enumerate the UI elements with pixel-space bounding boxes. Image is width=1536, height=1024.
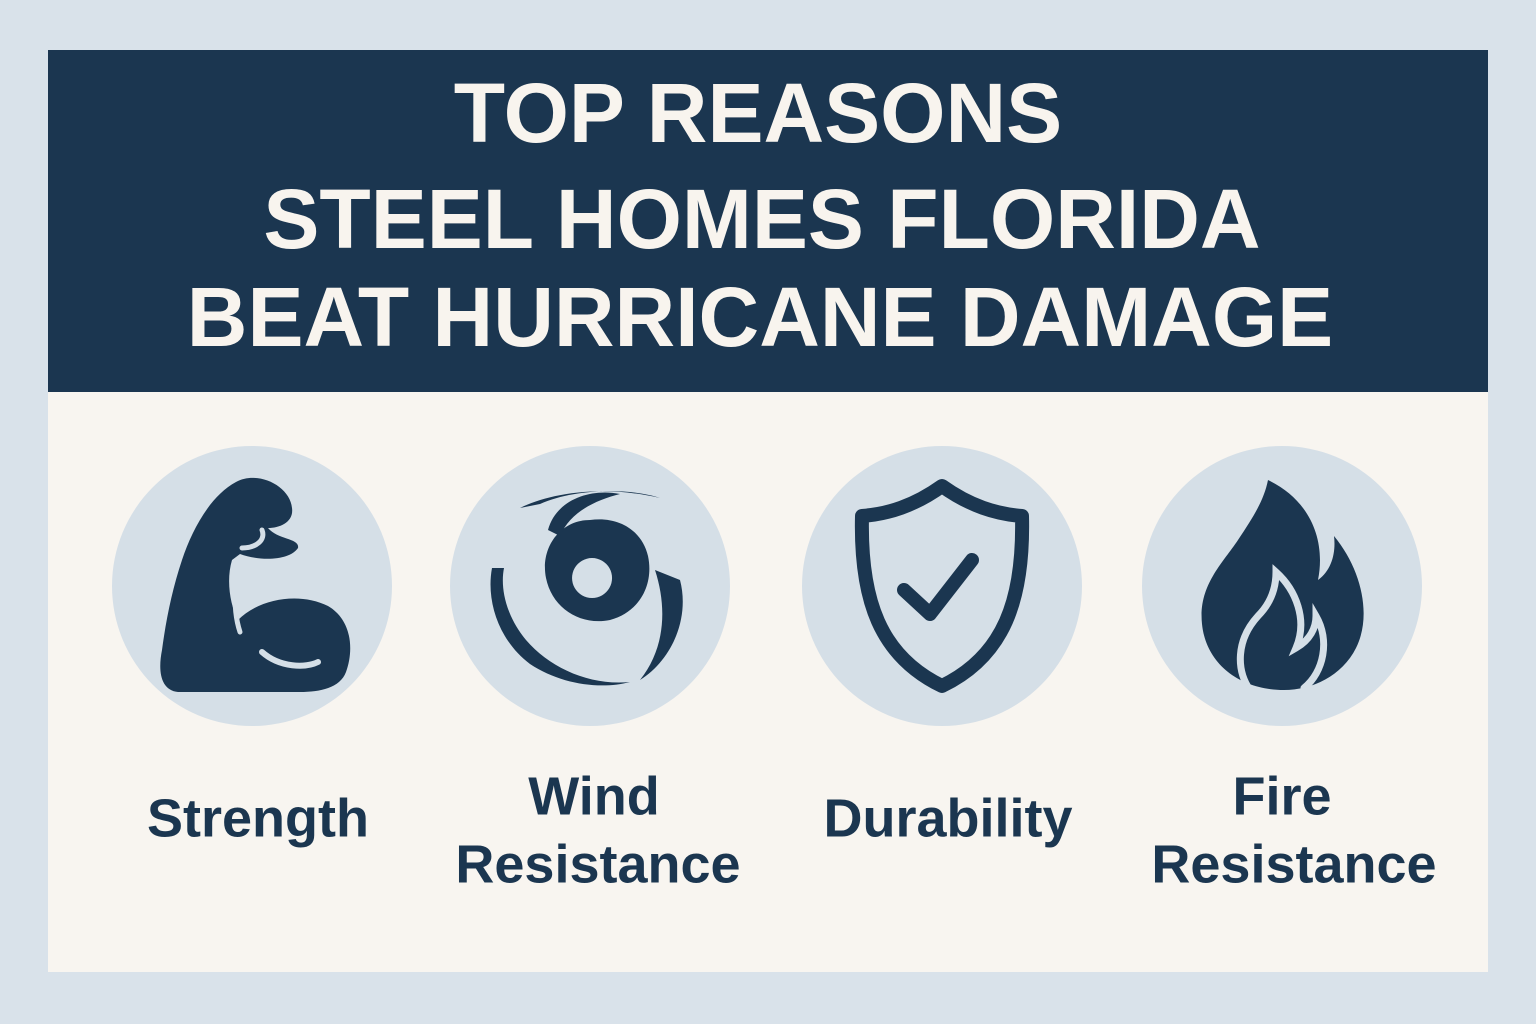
fire-icon: [1201, 480, 1364, 694]
wind-icon: [490, 491, 683, 686]
title-line: TOP REASONS: [454, 66, 1062, 160]
title-line: BEAT HURRICANE DAMAGE: [187, 270, 1333, 364]
item-label: Fire: [1232, 766, 1331, 826]
header-band: [48, 50, 1488, 392]
item-label: Resistance: [1151, 834, 1436, 894]
item-label: Resistance: [455, 834, 740, 894]
strength-icon: [160, 477, 351, 692]
item-label: Durability: [823, 788, 1072, 848]
durability-icon: [854, 479, 1030, 693]
item-label: Wind: [528, 766, 659, 826]
item-label: Strength: [147, 788, 369, 848]
title-line: STEEL HOMES FLORIDA: [263, 172, 1260, 266]
